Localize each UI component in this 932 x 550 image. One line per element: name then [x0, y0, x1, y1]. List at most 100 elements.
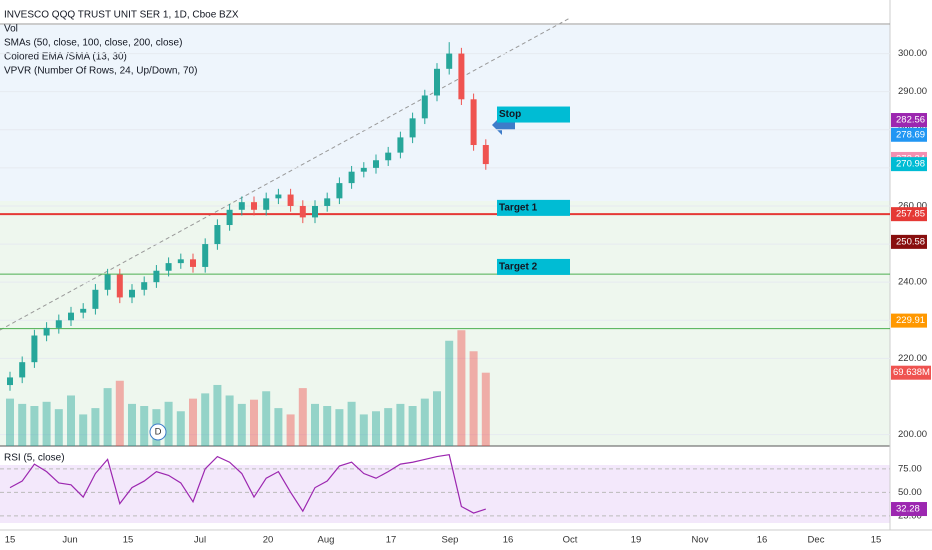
candle-body [165, 263, 172, 271]
volume-bar [237, 403, 246, 446]
x-tick-label: Sep [442, 535, 459, 546]
candle-body [68, 312, 74, 321]
indicator: VPVR (Number Of Rows, 24, Up/Down, 70) [4, 66, 197, 77]
volume-bar [323, 406, 332, 446]
y-tick-label: 220.00 [898, 353, 927, 364]
rsi-label: 32.28 [896, 504, 920, 515]
candle-body [238, 202, 245, 210]
indicator: Vol [4, 24, 18, 35]
price-label: 278.69 [896, 129, 925, 140]
x-tick-label: Jun [62, 535, 77, 546]
volume-bar [359, 414, 368, 446]
volume-bar [201, 393, 210, 446]
candle-body [43, 327, 50, 336]
volume-bar [396, 403, 405, 446]
candle-body [336, 183, 343, 199]
candle-body [360, 167, 367, 172]
volume-bar [420, 398, 429, 446]
y-tick-label: 300.00 [898, 48, 927, 59]
candle-body [299, 205, 306, 218]
chart-title: INVESCO QQQ TRUST UNIT SER 1, 1D, Cboe B… [4, 10, 239, 21]
volume-bar [225, 395, 234, 446]
y-tick-label: 260.00 [898, 200, 927, 211]
volume-bar [274, 408, 283, 446]
candle-body [226, 209, 233, 226]
volume-bar [189, 398, 197, 446]
volume-bar [54, 409, 63, 446]
candle-body [80, 308, 87, 313]
volume-bar [42, 401, 51, 446]
volume-bar [311, 403, 319, 446]
candle-body [324, 198, 331, 206]
candle-body [482, 145, 489, 165]
candle-body [275, 194, 282, 199]
rsi-label-bg [891, 502, 927, 517]
candle-body [385, 152, 392, 161]
volume-bar [262, 391, 271, 446]
x-tick-label: 15 [5, 535, 16, 546]
volume-bar [372, 411, 380, 446]
annotation-text: Target 1 [499, 203, 538, 214]
volume-bar [115, 380, 124, 446]
x-tick-label: 19 [631, 535, 642, 546]
volume-bar [250, 399, 258, 446]
rsi-tick-label: 50.00 [898, 487, 922, 498]
pane-lower [0, 201, 890, 446]
x-tick-label: Nov [692, 535, 709, 546]
volume-bar [384, 408, 393, 446]
x-tick-label: 15 [123, 535, 134, 546]
volume-bar [67, 395, 75, 446]
candle-body [177, 259, 184, 264]
candle-body [348, 171, 355, 184]
candle-body [116, 274, 123, 298]
x-tick-label: 16 [757, 535, 768, 546]
candle-body [202, 244, 209, 267]
volume-bar [176, 411, 185, 446]
price-label: 257.85 [896, 209, 925, 220]
candle-body [31, 335, 38, 363]
price-label-bg [891, 234, 927, 249]
x-tick-label: 20 [263, 535, 274, 546]
price-label-bg [891, 113, 927, 128]
candle-body [312, 205, 318, 218]
volume-bar [91, 408, 100, 446]
volume-bar [128, 403, 136, 446]
x-tick-label: Jul [194, 535, 206, 546]
annotation-text: Stop [499, 109, 521, 120]
volume-bar [30, 406, 39, 446]
x-tick-label: Aug [318, 535, 335, 546]
annotation-box [497, 106, 570, 123]
price-label: 250.58 [896, 236, 925, 247]
price-label: 229.91 [896, 315, 925, 326]
volume-bar [164, 401, 173, 446]
candle-body [397, 137, 404, 153]
candle-body [19, 362, 26, 378]
candle-body [421, 95, 428, 119]
volume-bar [445, 340, 454, 446]
candle-body [409, 118, 416, 138]
volume-bar [433, 391, 441, 446]
pane-upper [0, 25, 890, 201]
volume-bar [79, 414, 88, 446]
candle-body [446, 53, 453, 69]
volume-bar [6, 398, 14, 446]
candle-body [458, 53, 465, 100]
volume-bar [469, 351, 478, 446]
volume-bar [286, 414, 295, 446]
indicator: Colored EMA /SMA (13, 30) [4, 52, 127, 63]
y-tick-label: 200.00 [898, 429, 927, 440]
indicator: SMAs (50, close, 100, close, 200, close) [4, 38, 182, 49]
rsi-line [9, 454, 486, 514]
volume-bar [335, 409, 344, 446]
candle-body [153, 270, 160, 283]
annotation-box [497, 199, 570, 216]
volume-bar [18, 403, 27, 446]
volume-bar [481, 372, 490, 446]
y-tick-label: 240.00 [898, 277, 927, 288]
candle-body [263, 198, 270, 210]
x-tick-label: Dec [808, 535, 825, 546]
y-tick-label: 290.00 [898, 86, 927, 97]
marker-circle [149, 423, 167, 441]
candle-body [141, 282, 148, 290]
